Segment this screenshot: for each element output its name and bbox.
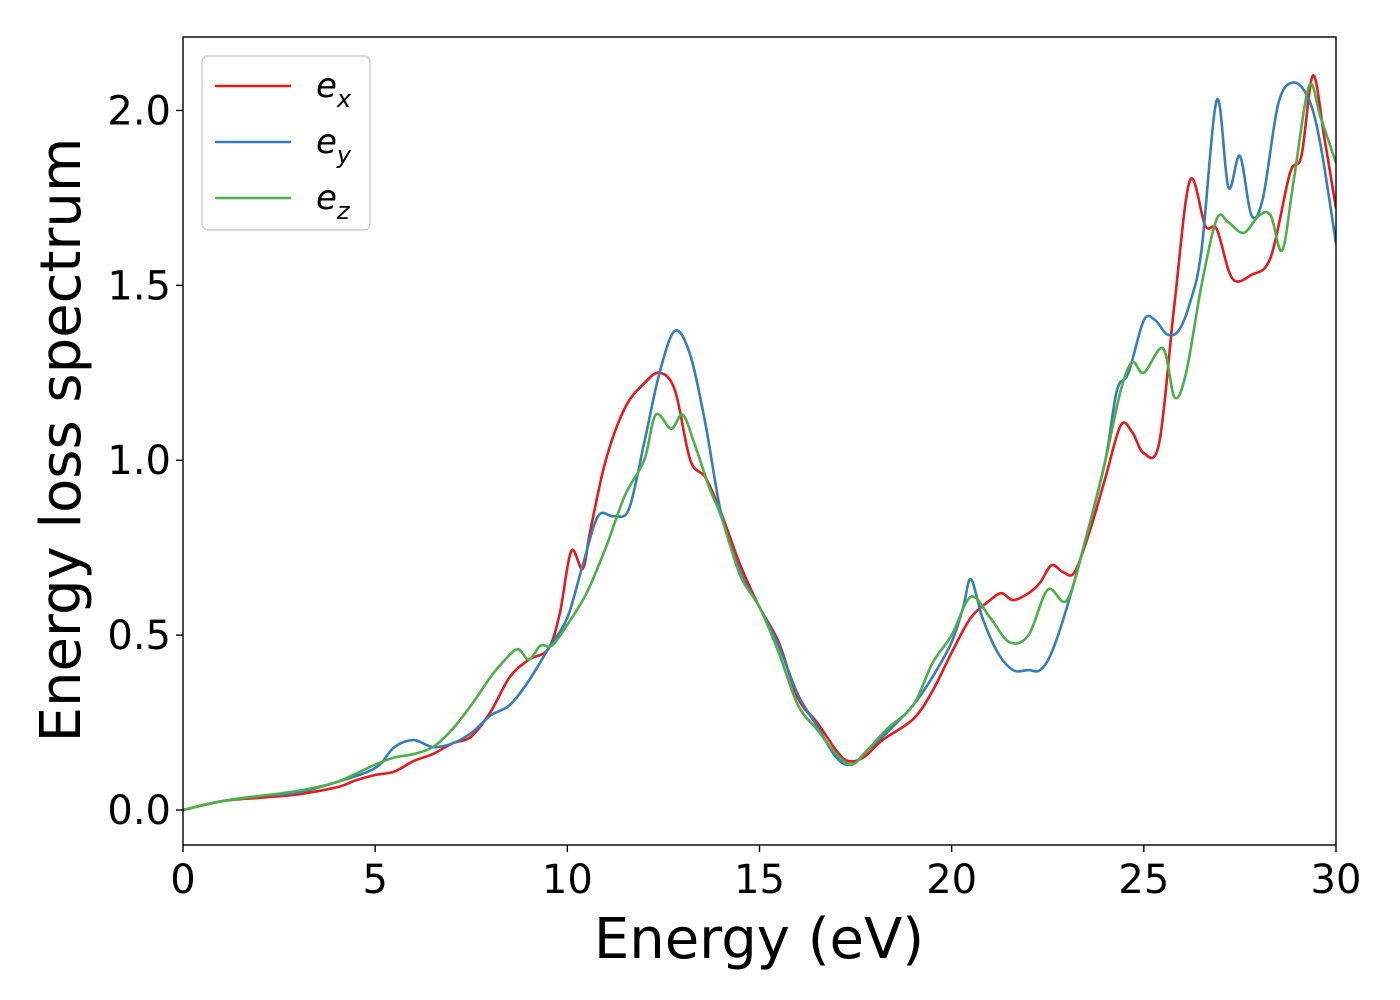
legend-label-x: ex: [316, 66, 352, 113]
series-line-z: [183, 82, 1336, 812]
x-tick-label: 25: [1118, 857, 1169, 903]
y-axis-ticks: 0.0 0.5 1.0 1.5 2.0: [107, 88, 183, 834]
x-axis-title: Energy (eV): [594, 907, 924, 972]
legend-label-y: ey: [316, 122, 352, 169]
y-tick-label: 0.0: [107, 788, 171, 834]
y-tick-label: 2.0: [107, 88, 171, 134]
plot-area-frame: [182, 36, 1337, 846]
series-line-x: [183, 74, 1336, 812]
y-tick-label: 1.0: [107, 438, 171, 484]
x-axis-ticks: 0 5 10 15 20 25 30: [170, 845, 1361, 903]
legend-label-subscript: y: [336, 141, 352, 169]
y-axis-title: Energy loss spectrum: [29, 138, 94, 743]
x-tick-label: 10: [542, 857, 593, 903]
x-tick-label: 20: [926, 857, 977, 903]
legend-label-base: e: [316, 178, 337, 218]
legend-label-subscript: z: [336, 197, 351, 225]
series-lines: [183, 74, 1336, 812]
x-tick-label: 5: [362, 857, 387, 903]
legend-label-z: ez: [316, 178, 351, 225]
legend-label-base: e: [316, 66, 337, 106]
legend-label-base: e: [316, 122, 337, 162]
y-tick-label: 0.5: [107, 613, 171, 659]
x-tick-label: 15: [734, 857, 785, 903]
y-tick-label: 1.5: [107, 263, 171, 309]
legend-label-subscript: x: [336, 85, 352, 113]
x-tick-label: 30: [1311, 857, 1362, 903]
x-tick-label: 0: [170, 857, 195, 903]
